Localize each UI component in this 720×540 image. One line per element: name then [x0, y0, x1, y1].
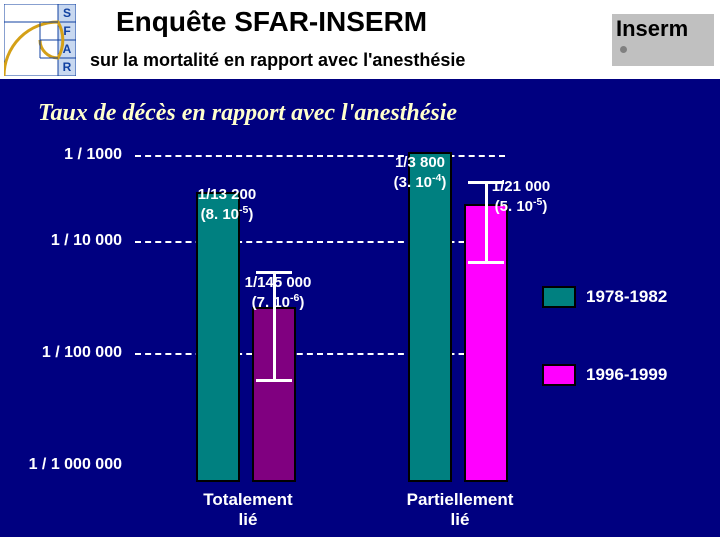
xlabel-0: Totalementlié: [178, 490, 318, 530]
errorbar-3-bot: [468, 261, 504, 264]
xlabel-1: Partiellementlié: [390, 490, 530, 530]
annotation-0: 1/13 200(8. 10-5): [172, 186, 282, 224]
svg-text:S: S: [63, 6, 71, 20]
ytick-3: 1 / 1 000 000: [4, 456, 122, 474]
sfar-logo: S F A R: [4, 4, 76, 76]
errorbar-1-bot: [256, 379, 292, 382]
annotation-1: 1/145 000(7. 10-6): [218, 274, 338, 312]
chart-title: Taux de décès en rapport avec l'anesthés…: [38, 100, 457, 127]
chart-area: Taux de décès en rapport avec l'anesthés…: [0, 82, 720, 537]
inserm-label: Inserm: [616, 16, 710, 42]
header-title: Enquête SFAR-INSERM: [116, 6, 427, 38]
bar-totalement-1978-1982: [196, 192, 240, 482]
svg-text:F: F: [63, 24, 70, 38]
legend-swatch-0: [542, 286, 576, 308]
legend-item-1: 1996-1999: [542, 362, 702, 388]
inserm-dot-icon: [620, 46, 627, 53]
header-subtitle: sur la mortalité en rapport avec l'anest…: [90, 50, 465, 71]
bar-partiellement-1978-1982: [408, 152, 452, 482]
inserm-badge: Inserm: [612, 14, 714, 66]
ytick-1: 1 / 10 000: [4, 232, 122, 250]
annotation-2: 1/3 800(3. 10-4): [370, 154, 470, 192]
legend-label-0: 1978-1982: [586, 287, 667, 307]
annotation-3: 1/21 000(5. 10-5): [466, 178, 576, 216]
legend-item-0: 1978-1982: [542, 284, 702, 310]
ytick-0: 1 / 1000: [4, 146, 122, 164]
legend-label-1: 1996-1999: [586, 365, 667, 385]
legend-swatch-1: [542, 364, 576, 386]
header: S F A R Enquête SFAR-INSERM sur la morta…: [0, 0, 720, 82]
svg-text:R: R: [63, 60, 72, 74]
ytick-2: 1 / 100 000: [4, 344, 122, 362]
